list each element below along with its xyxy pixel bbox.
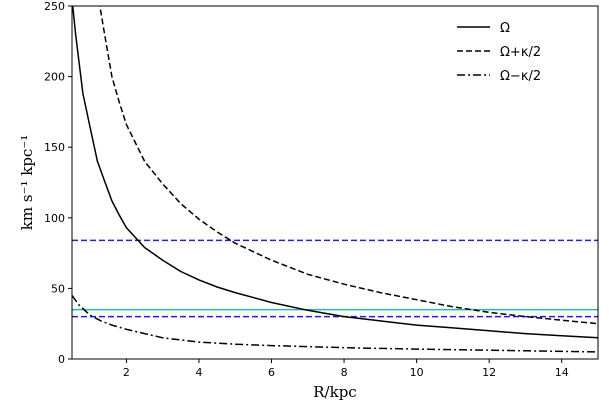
legend: Ω Ω+κ/2 Ω−κ/2 <box>457 21 541 84</box>
y-tick-label: 200 <box>44 71 65 84</box>
legend-label-1: Ω <box>500 21 510 36</box>
y-tick-label: 50 <box>51 282 65 295</box>
x-tick-label: 12 <box>482 366 496 379</box>
x-tick-label: 8 <box>341 366 348 379</box>
legend-label-3: Ω−κ/2 <box>500 69 541 84</box>
series-line-3 <box>72 295 598 353</box>
plot-frame <box>71 5 599 360</box>
x-tick-label: 2 <box>123 366 130 379</box>
y-tick-label: 250 <box>44 0 65 13</box>
x-tick-label: 6 <box>268 366 275 379</box>
plot-area <box>72 6 598 353</box>
y-axis-label: km s⁻¹ kpc⁻¹ <box>18 135 36 231</box>
x-axis-label: R/kpc <box>313 383 356 401</box>
y-tick-label: 100 <box>44 212 65 225</box>
x-tick-label: 4 <box>195 366 202 379</box>
x-tick-label: 14 <box>555 366 569 379</box>
y-tick-label: 0 <box>58 353 65 366</box>
x-axis: 2 4 6 8 10 12 14 <box>123 359 569 379</box>
x-tick-label: 10 <box>410 366 424 379</box>
legend-label-2: Ω+κ/2 <box>500 45 541 60</box>
y-tick-label: 150 <box>44 141 65 154</box>
series-line-1 <box>72 6 598 339</box>
series-line-2 <box>99 6 598 325</box>
y-axis: 0 50 100 150 200 250 <box>44 0 72 366</box>
